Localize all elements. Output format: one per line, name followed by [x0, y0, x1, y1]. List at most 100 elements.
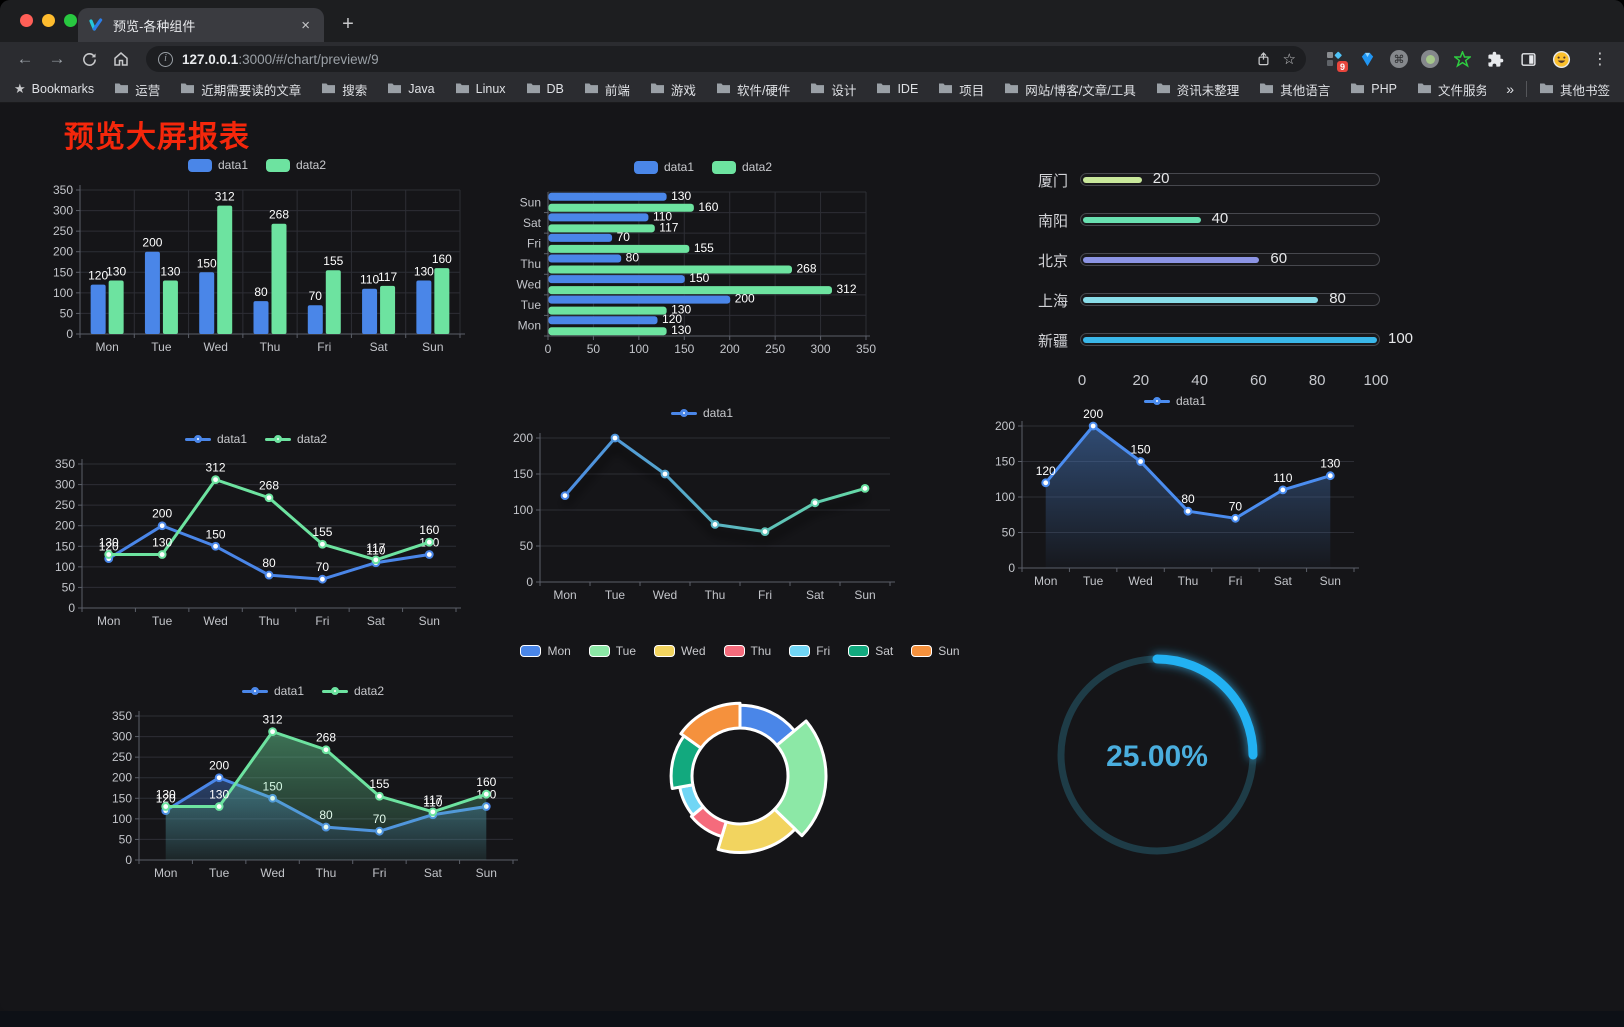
svg-text:0: 0 — [68, 601, 75, 615]
bookmark-folder[interactable]: 设计 — [810, 80, 856, 99]
legend-item-Fri[interactable]: Fri — [789, 644, 830, 658]
extension-green-star-icon[interactable] — [1452, 49, 1472, 69]
legend-item-data1[interactable]: data1 — [633, 160, 694, 174]
browser-tab[interactable]: 预览-各种组件 × — [78, 8, 324, 42]
svg-text:312: 312 — [206, 461, 226, 475]
svg-text:160: 160 — [432, 252, 452, 266]
bookmark-folder[interactable]: 前端 — [584, 80, 630, 99]
chart-line-two-series: data1 data2 0 50 100 150 200 250 300 350 Mon Tue Wed… — [46, 424, 466, 636]
bookmark-label: 设计 — [831, 83, 857, 98]
axis-tick-label: 0 — [1077, 372, 1087, 389]
legend-item-Sun[interactable]: Sun — [911, 644, 960, 658]
bookmark-folder[interactable]: 搜索 — [321, 80, 367, 99]
bookmark-folder[interactable]: 其他语言 — [1259, 80, 1330, 99]
bookmark-folder[interactable]: PHP — [1350, 82, 1397, 97]
url-text[interactable]: 127.0.0.1:3000/#/chart/preview/9 — [182, 52, 1244, 67]
bookmark-folder[interactable]: DB — [526, 82, 564, 97]
reload-icon[interactable] — [76, 46, 102, 72]
legend-item-data1[interactable]: data1 — [241, 684, 304, 698]
svg-text:Sun: Sun — [854, 588, 875, 602]
legend-item-Tue[interactable]: Tue — [588, 644, 636, 658]
bookmark-folder[interactable]: Linux — [455, 82, 506, 97]
legend-swatch-icon — [322, 687, 348, 695]
bookmark-folder[interactable]: 资讯未整理 — [1156, 80, 1239, 99]
svg-text:200: 200 — [209, 759, 229, 773]
chart-progress-bars: 厦门 20 南阳 40 北京 60 上海 80 新疆 100 0 20 40 60 80 100 — [1006, 160, 1416, 400]
svg-text:0: 0 — [125, 853, 132, 867]
side-panel-icon[interactable] — [1518, 49, 1538, 69]
share-icon[interactable] — [1256, 51, 1271, 67]
legend-item-Wed[interactable]: Wed — [654, 644, 706, 658]
legend-item-Thu[interactable]: Thu — [723, 644, 772, 658]
svg-text:Thu: Thu — [520, 257, 541, 271]
bookmarks-overflow-chevron[interactable]: » — [1506, 81, 1514, 97]
bookmarks-root-item[interactable]: ★ Bookmarks — [14, 81, 94, 97]
legend-swatch-icon — [712, 160, 736, 174]
bookmark-star-icon[interactable]: ☆ — [1282, 51, 1296, 68]
legend-swatch-icon — [911, 645, 933, 657]
svg-text:130: 130 — [156, 788, 176, 802]
close-window-button[interactable] — [20, 14, 33, 27]
chart-legend: data1 data2 — [103, 684, 523, 698]
legend-label: Mon — [547, 644, 571, 658]
bookmark-folder[interactable]: 文件服务器 — [1417, 80, 1486, 99]
bookmark-folder[interactable]: 运营 — [114, 80, 160, 99]
extension-record-icon[interactable] — [1421, 50, 1439, 68]
extension-gem-icon[interactable] — [1357, 49, 1377, 69]
svg-text:Tue: Tue — [151, 340, 172, 354]
page-bottom-strip — [0, 1011, 1624, 1027]
svg-text:Sat: Sat — [424, 866, 443, 880]
legend-marker-icon — [679, 409, 688, 417]
bookmark-folder[interactable]: 项目 — [938, 80, 984, 99]
svg-text:120: 120 — [99, 540, 119, 554]
bookmark-folder[interactable]: IDE — [876, 82, 918, 97]
extension-squares-icon[interactable]: 9 — [1324, 49, 1348, 72]
bookmarks-bar: ★ Bookmarks 运营 近期需要读的文章 搜索 Java Linux DB 前端 游戏 软… — [0, 76, 1624, 103]
chart-legend: data1 data2 — [506, 160, 900, 174]
svg-text:200: 200 — [152, 507, 172, 521]
legend-item-data2[interactable]: data2 — [266, 158, 326, 172]
legend-swatch-icon — [184, 435, 211, 443]
tab-close-icon[interactable]: × — [301, 16, 310, 34]
bookmark-folder[interactable]: 网站/博客/文章/工具 — [1004, 80, 1136, 99]
page-title: 预览大屏报表 — [64, 121, 250, 154]
svg-text:250: 250 — [53, 224, 73, 238]
gauge-canvas: 25.00% — [1057, 654, 1258, 855]
legend-item-data1[interactable]: data1 — [1143, 394, 1206, 408]
browser-menu-icon[interactable]: ⋮ — [1592, 51, 1608, 68]
bookmark-folder[interactable]: 近期需要读的文章 — [180, 80, 301, 99]
legend-swatch-icon — [654, 645, 676, 657]
address-bar[interactable]: i 127.0.0.1:3000/#/chart/preview/9 ☆ — [146, 46, 1306, 72]
window-titlebar: 预览-各种组件 × + — [0, 0, 1624, 42]
legend-item-data1[interactable]: data1 — [184, 432, 247, 446]
legend-item-data1[interactable]: data1 — [670, 406, 733, 420]
bookmark-folder[interactable]: Java — [387, 82, 435, 97]
bookmark-folder[interactable]: 软件/硬件 — [716, 80, 790, 99]
bookmark-folder[interactable]: 游戏 — [650, 80, 696, 99]
home-icon[interactable] — [108, 46, 134, 72]
site-info-icon[interactable]: i — [158, 51, 173, 67]
browser-toolbar: ← → i 127.0.0.1:3000/#/chart/preview/9 ☆… — [0, 42, 1624, 76]
profile-avatar-emoji-icon[interactable] — [1551, 49, 1571, 69]
minimize-window-button[interactable] — [42, 14, 55, 27]
legend-item-data1[interactable]: data1 — [187, 158, 248, 172]
legend-item-Mon[interactable]: Mon — [520, 644, 571, 658]
forward-icon[interactable]: → — [48, 49, 66, 68]
svg-text:25.00%: 25.00% — [1106, 740, 1208, 773]
legend-item-data2[interactable]: data2 — [712, 160, 772, 174]
legend-item-data2[interactable]: data2 — [322, 684, 384, 698]
extensions-puzzle-icon[interactable] — [1485, 49, 1505, 69]
bookmark-label: 项目 — [959, 83, 985, 98]
legend-item-Sat[interactable]: Sat — [848, 644, 893, 658]
new-tab-button[interactable]: + — [342, 13, 354, 35]
bookmarks-separator — [1525, 81, 1527, 97]
extension-command-icon[interactable]: ⌘ — [1390, 50, 1408, 68]
other-bookmarks-item[interactable]: 其他书签 — [1539, 80, 1610, 99]
legend-item-data2[interactable]: data2 — [265, 432, 327, 446]
back-icon[interactable]: ← — [16, 49, 34, 68]
svg-text:110: 110 — [653, 209, 672, 223]
svg-text:Fri: Fri — [315, 614, 329, 628]
svg-text:120: 120 — [1036, 464, 1056, 478]
maximize-window-button[interactable] — [64, 14, 77, 27]
legend-label: Thu — [750, 644, 772, 658]
